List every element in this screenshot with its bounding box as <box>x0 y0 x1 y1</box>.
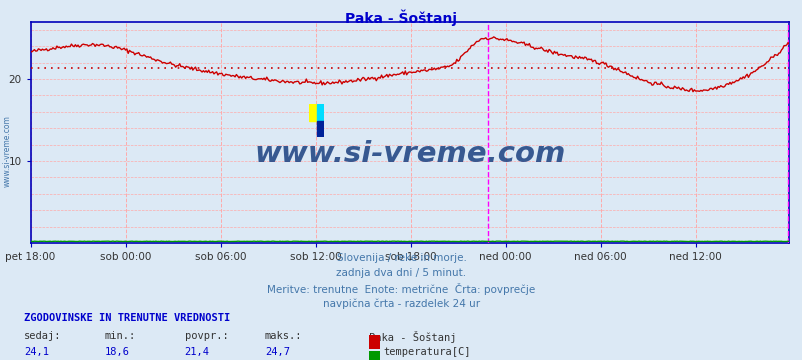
Bar <box>309 104 316 121</box>
Text: www.si-vreme.com: www.si-vreme.com <box>254 140 565 168</box>
Text: zadnja dva dni / 5 minut.: zadnja dva dni / 5 minut. <box>336 268 466 278</box>
Text: maks.:: maks.: <box>265 331 302 341</box>
Text: Slovenija / reke in morje.: Slovenija / reke in morje. <box>336 253 466 263</box>
Text: Meritve: trenutne  Enote: metrične  Črta: povprečje: Meritve: trenutne Enote: metrične Črta: … <box>267 283 535 295</box>
Text: 18,6: 18,6 <box>104 347 129 357</box>
Text: temperatura[C]: temperatura[C] <box>383 347 471 357</box>
Text: Paka - Šoštanj: Paka - Šoštanj <box>345 9 457 26</box>
Text: 24,7: 24,7 <box>265 347 290 357</box>
Text: min.:: min.: <box>104 331 136 341</box>
Text: ZGODOVINSKE IN TRENUTNE VREDNOSTI: ZGODOVINSKE IN TRENUTNE VREDNOSTI <box>24 313 230 323</box>
Text: 24,1: 24,1 <box>24 347 49 357</box>
Text: www.si-vreme.com: www.si-vreme.com <box>2 115 11 187</box>
Text: 21,4: 21,4 <box>184 347 209 357</box>
Bar <box>316 121 323 137</box>
Bar <box>316 104 323 121</box>
Text: navpična črta - razdelek 24 ur: navpična črta - razdelek 24 ur <box>322 298 480 309</box>
Text: povpr.:: povpr.: <box>184 331 228 341</box>
Text: sedaj:: sedaj: <box>24 331 62 341</box>
Text: Paka - Šoštanj: Paka - Šoštanj <box>369 331 456 343</box>
